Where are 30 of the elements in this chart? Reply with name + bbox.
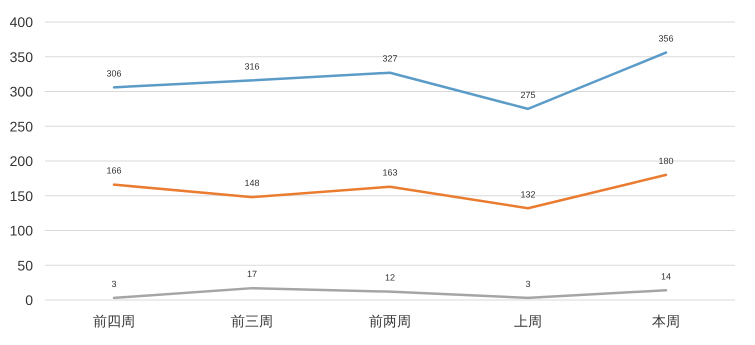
data-label: 327: [382, 54, 398, 64]
data-label: 166: [106, 166, 122, 176]
data-label: 316: [244, 61, 260, 72]
data-label: 163: [382, 168, 398, 178]
y-tick-label: 100: [10, 222, 34, 238]
y-tick-label: 400: [10, 14, 34, 30]
data-label: 148: [244, 178, 260, 188]
y-tick-label: 50: [17, 257, 34, 274]
x-tick-label: 前四周: [93, 313, 135, 329]
line-series: [112, 286, 668, 300]
data-label: 17: [246, 269, 258, 280]
x-tick-label: 前两周: [369, 313, 411, 329]
x-tick-label: 本周: [652, 313, 680, 329]
data-label: 14: [660, 271, 672, 282]
y-tick-label: 150: [10, 188, 34, 204]
y-tick-label: 350: [10, 48, 34, 65]
y-tick-label: 300: [10, 84, 34, 100]
data-label: 356: [658, 34, 674, 44]
x-tick-label: 上周: [514, 313, 542, 329]
data-label: 306: [106, 68, 122, 78]
data-label: 3: [525, 278, 531, 289]
data-label: 12: [384, 272, 396, 283]
data-label: 180: [658, 156, 674, 166]
y-tick-label: 200: [10, 153, 34, 169]
data-label: 3: [111, 278, 117, 289]
data-label: 132: [520, 189, 536, 200]
x-tick-label: 前三周: [231, 313, 273, 329]
y-tick-label: 250: [10, 118, 34, 134]
data-label: 275: [520, 90, 536, 100]
y-tick-label: 0: [25, 292, 34, 308]
